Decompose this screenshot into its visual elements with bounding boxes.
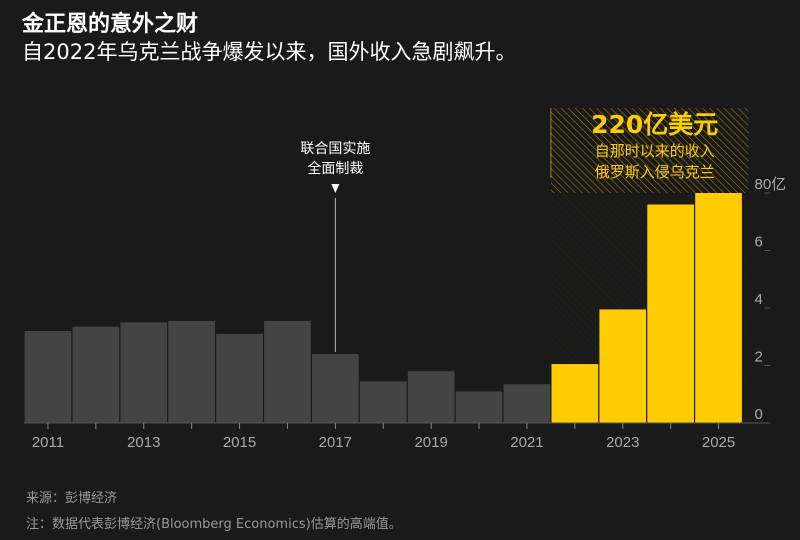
x-tick-label: 2021	[510, 434, 543, 451]
bar-2021	[503, 384, 551, 423]
y-tick-label: 2	[755, 349, 763, 366]
sanctions-annotation: 联合国实施 全面制裁	[300, 141, 370, 352]
y-tick-label: 4	[755, 291, 763, 308]
y-tick-label: 6	[755, 234, 763, 251]
bar-2015	[216, 333, 263, 423]
x-tick-label: 2023	[606, 434, 639, 451]
source-note: 来源：彭博经济	[26, 491, 118, 506]
chart-title: 金正恩的意外之财	[22, 12, 199, 37]
highlight-annotation-line2: 俄罗斯入侵乌克兰	[595, 163, 715, 181]
down-arrow-icon	[331, 184, 340, 193]
x-tick-label: 2025	[702, 434, 735, 451]
bar-2025	[695, 193, 742, 423]
bar-2022	[551, 364, 599, 423]
bar-2013	[120, 322, 168, 423]
chart-subtitle: 自2022年乌克兰战争爆发以来，国外收入急剧飙升。	[22, 40, 517, 64]
highlight-annotation: 220亿美元 自那时以来的收入 俄罗斯入侵乌克兰	[591, 110, 718, 181]
bar-2012	[72, 326, 120, 423]
bar-2019	[407, 371, 455, 423]
highlight-annotation-line1: 自那时以来的收入	[595, 142, 715, 160]
y-axis-ticks: 0 2 4 6 80亿	[755, 176, 787, 423]
y-gridlines	[764, 192, 771, 366]
highlight-value: 220亿美元	[591, 110, 718, 139]
sanctions-annotation-line2: 全面制裁	[307, 160, 363, 177]
bar-2011	[24, 331, 72, 423]
bar-2014	[168, 320, 215, 423]
bar-2024	[647, 204, 694, 423]
x-tick-label: 2013	[127, 434, 160, 451]
bar-2023	[599, 309, 647, 423]
x-tick-label: 2019	[414, 434, 447, 451]
x-tick-label: 2011	[32, 434, 64, 451]
bars-group	[24, 193, 742, 423]
bar-2020	[455, 391, 503, 423]
bar-2016	[264, 320, 311, 423]
y-tick-label: 80亿	[755, 176, 787, 193]
bar-2018	[359, 381, 407, 423]
bar-2017	[312, 354, 359, 423]
sanctions-annotation-line1: 联合国实施	[300, 141, 370, 157]
x-tick-label: 2017	[319, 434, 352, 451]
y-tick-label: 0	[755, 406, 763, 423]
footnote: 注：数据代表彭博经济(Bloomberg Economics)估算的高端值。	[26, 517, 402, 532]
x-tick-label: 2015	[223, 434, 256, 451]
x-axis-ticks: 2011 2013 2015 2017 2019 2021 2023 2025	[32, 423, 735, 451]
bar-chart: 2011 2013 2015 2017 2019 2021 2023 2025 0 2 4 6 80亿…	[24, 108, 787, 451]
